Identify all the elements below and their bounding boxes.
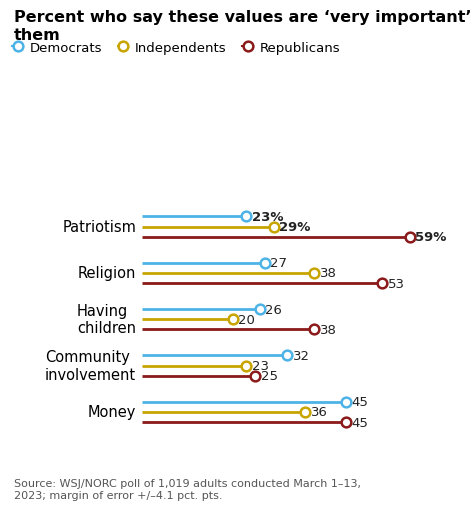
Text: 38: 38 (320, 267, 337, 280)
Text: Having
children: Having children (77, 304, 136, 336)
Text: 23%: 23% (252, 211, 283, 224)
Text: Religion: Religion (78, 266, 136, 281)
Text: 29%: 29% (279, 221, 310, 234)
Legend: Democrats, Independents, Republicans: Democrats, Independents, Republicans (7, 36, 346, 60)
Text: 32: 32 (292, 349, 310, 362)
Text: Percent who say these values are ‘very important’ to
them: Percent who say these values are ‘very i… (14, 10, 474, 42)
Text: 45: 45 (352, 416, 368, 429)
Text: Money: Money (88, 405, 136, 420)
Text: 25: 25 (261, 370, 278, 382)
Text: 38: 38 (320, 323, 337, 336)
Text: 59%: 59% (415, 231, 447, 244)
Text: 27: 27 (270, 257, 287, 270)
Text: 53: 53 (388, 277, 405, 290)
Text: 26: 26 (265, 303, 283, 316)
Text: Source: WSJ/NORC poll of 1,019 adults conducted March 1–13,
2023; margin of erro: Source: WSJ/NORC poll of 1,019 adults co… (14, 478, 361, 500)
Text: 45: 45 (352, 395, 368, 409)
Text: Patriotism: Patriotism (62, 220, 136, 235)
Text: Community
involvement: Community involvement (45, 349, 136, 382)
Text: 36: 36 (311, 406, 328, 419)
Text: 20: 20 (238, 313, 255, 326)
Text: 23: 23 (252, 360, 269, 372)
